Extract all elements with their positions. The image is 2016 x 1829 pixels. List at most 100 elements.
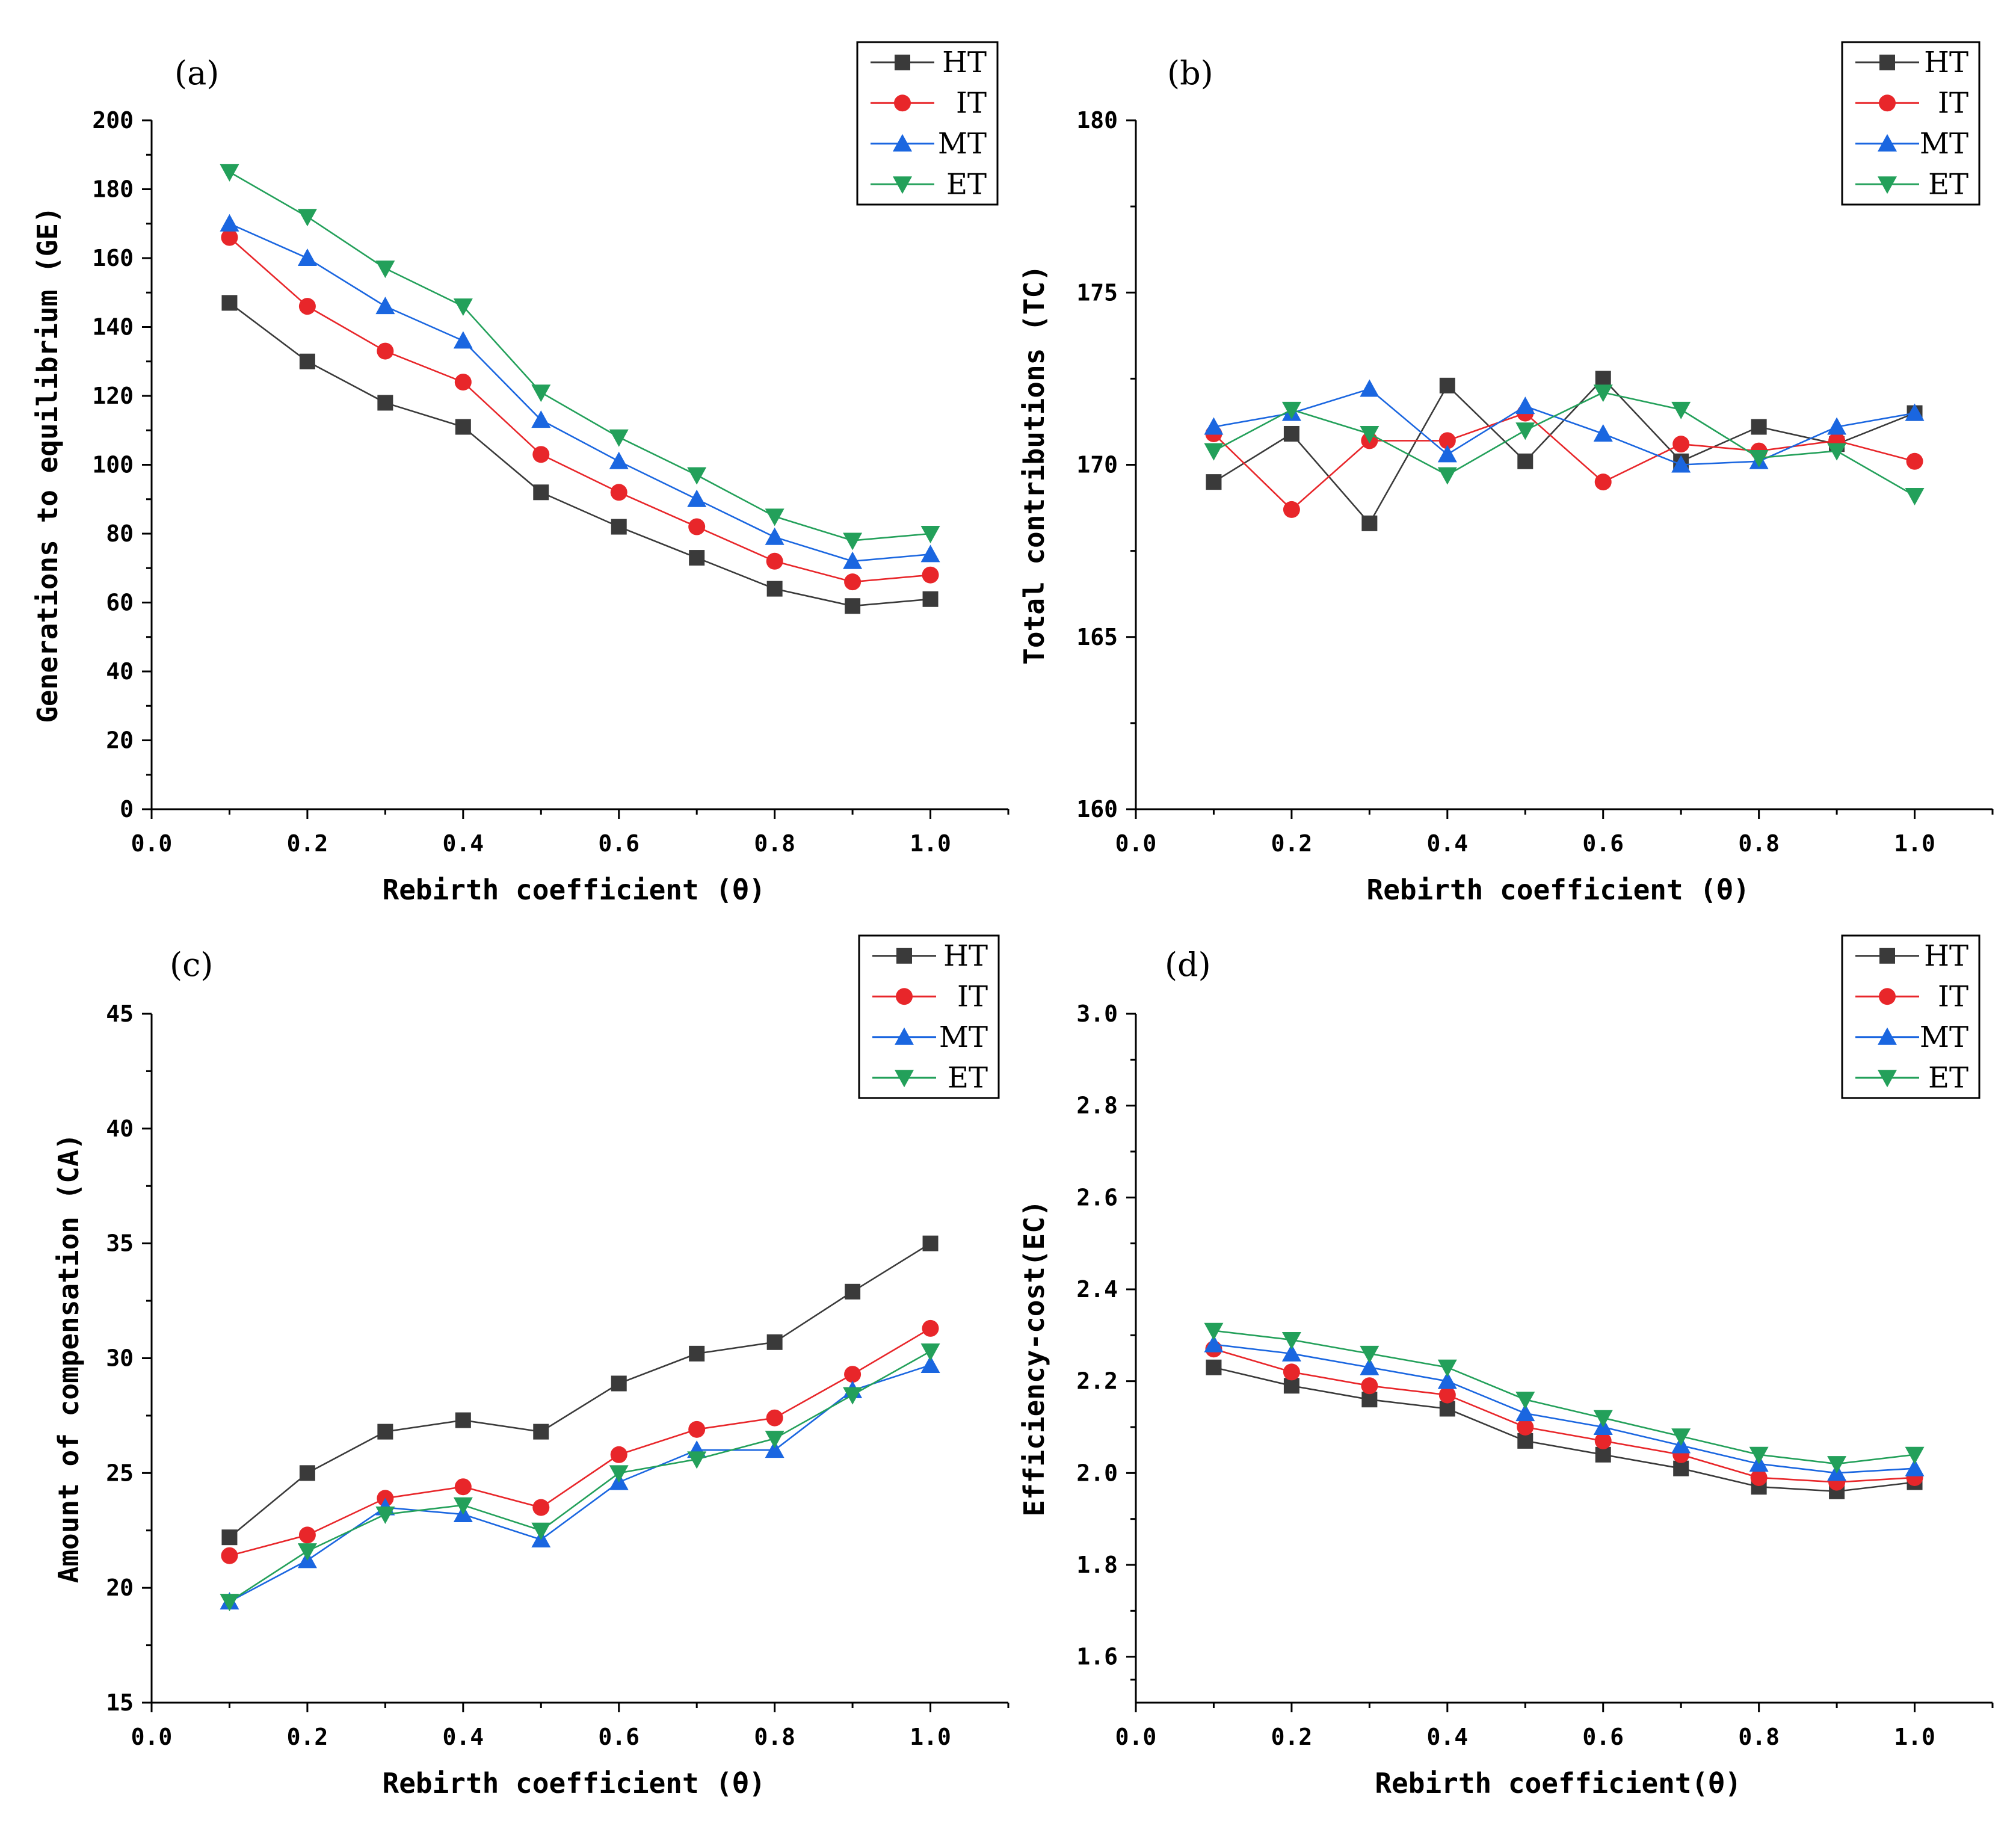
data-point-et [220,164,239,182]
y-tick-label: 160 [92,245,134,271]
data-point-et [1515,1392,1535,1410]
data-point-ht [845,1283,861,1300]
series-et [1204,384,1925,506]
y-tick-label: 2.2 [1076,1368,1118,1395]
data-point-it [1438,1386,1456,1404]
y-tick-label: 35 [106,1230,134,1257]
x-axis-title: Rebirth coefficient(θ) [1375,1767,1741,1800]
data-point-et [1749,1446,1769,1464]
data-point-ht [1361,515,1378,531]
x-tick-label: 0.6 [598,830,640,857]
data-point-it [766,552,783,570]
data-point-mt [1905,403,1925,421]
legend-marker-ht [896,948,912,964]
x-tick-label: 0.4 [442,1724,484,1750]
legend-marker-ht [895,54,910,70]
data-point-et [1204,443,1224,461]
x-tick-label: 0.4 [1426,1724,1468,1750]
data-point-mt [765,527,785,545]
series-line-et [229,1350,931,1603]
data-point-it [922,1319,939,1337]
legend: HT IT MT ET [858,934,1000,1099]
legend-label: ET [1928,1061,1968,1094]
data-point-ht [455,1412,471,1428]
data-point-ht [299,1465,315,1481]
legend-marker-it [896,988,913,1005]
legend-box [856,41,999,206]
data-point-et [375,261,395,279]
data-point-et [453,1497,473,1515]
data-point-it [1438,432,1456,449]
data-point-mt [1204,417,1224,435]
data-point-ht [611,1375,627,1392]
legend-box [1841,934,1981,1099]
series-et [220,1343,940,1612]
series-mt [220,1355,940,1610]
data-point-mt [1437,1371,1457,1389]
data-point-et [765,508,785,526]
series-ht [221,295,939,614]
data-point-et [1749,450,1769,468]
legend-label: ET [1928,167,1968,201]
chart-panel-b: 0.0 0.2 0.4 0.6 0.8 1.0 160 165 170 175 180 Rebirth… [1018,41,1994,906]
x-tick-label: 1.0 [1894,830,1935,857]
legend-marker-mt [1878,134,1897,152]
data-point-ht [221,1529,238,1546]
data-point-et [531,1522,551,1540]
series-line-et [1213,391,1916,497]
y-tick-label: 180 [92,176,134,203]
data-point-ht [922,591,939,607]
data-point-et [1204,1322,1224,1340]
data-point-et [1281,1331,1301,1349]
data-point-et [609,1465,629,1483]
y-tick-label: 40 [106,1115,134,1142]
data-point-ht [1673,1460,1689,1476]
y-tick-label: 175 [1076,279,1118,306]
data-point-ht [1206,1359,1222,1375]
data-point-it [766,1409,783,1426]
data-point-it [377,342,394,360]
data-point-ht [455,419,471,435]
series-it [221,1319,939,1564]
data-point-ht [1595,1446,1611,1463]
series-it [221,229,939,591]
data-point-ht [1439,377,1455,393]
data-point-ht [1361,1392,1378,1408]
data-point-it [688,1420,706,1438]
series-line-it [1213,1348,1915,1483]
legend-marker-mt [1878,1027,1897,1045]
data-point-it [454,374,472,391]
data-point-ht [533,1423,549,1440]
data-point-it [1283,501,1300,518]
series-ht [221,1235,939,1546]
data-point-et [609,429,629,447]
x-tick-label: 0.0 [131,1724,173,1750]
data-point-ht [533,484,549,501]
data-point-ht [299,353,315,369]
y-tick-label: 140 [92,314,134,341]
panel-label: (b) [1167,54,1213,92]
data-point-et [1360,1345,1379,1363]
y-tick-label: 25 [106,1460,134,1486]
data-point-mt [920,544,940,563]
data-point-et [1827,1456,1847,1474]
x-tick-label: 0.2 [1271,1724,1313,1750]
legend-marker-mt [893,134,912,152]
x-tick-label: 0.4 [1426,830,1468,857]
legend-label: MT [939,1020,988,1054]
data-point-it [1594,473,1612,491]
data-point-ht [1283,425,1299,442]
series-line-ht [229,302,931,607]
data-point-ht [1751,419,1767,435]
legend-label: HT [942,46,987,79]
data-point-ht [1595,371,1611,387]
x-tick-label: 0.8 [754,1724,795,1750]
x-tick-label: 0.4 [442,830,484,857]
y-tick-label: 120 [92,383,134,409]
y-tick-label: 60 [106,590,134,616]
data-point-mt [609,451,629,469]
data-point-mt [843,551,863,569]
data-point-it [610,484,627,501]
data-point-it [221,229,238,246]
x-tick-label: 0.2 [287,830,328,857]
